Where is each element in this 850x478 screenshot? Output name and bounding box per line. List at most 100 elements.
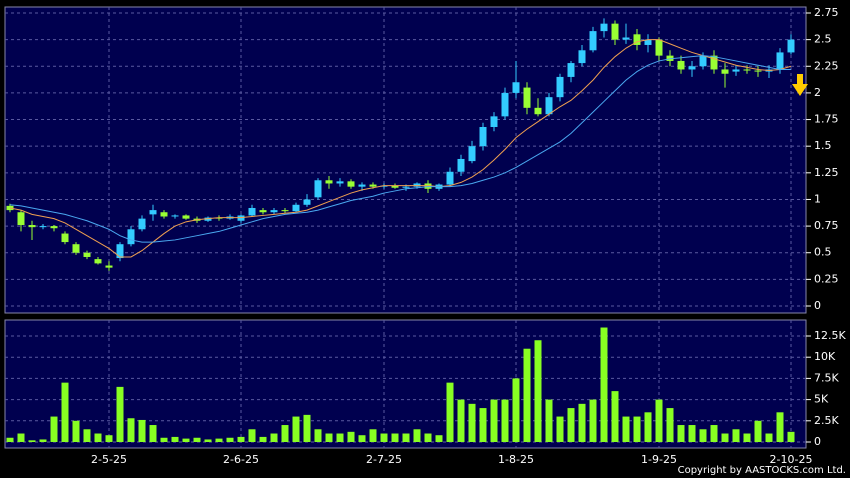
- candle-body: [578, 50, 586, 64]
- candle-body: [182, 215, 190, 219]
- volume-bar: [160, 437, 168, 442]
- volume-bar: [94, 433, 102, 442]
- volume-bar: [633, 416, 641, 442]
- x-tick-label: 2-10-25: [770, 453, 813, 466]
- candle-body: [787, 39, 795, 53]
- volume-bar: [688, 425, 696, 442]
- volume-bar: [644, 412, 652, 442]
- candle-body: [523, 87, 531, 108]
- volume-bar: [6, 437, 14, 442]
- candle-body: [710, 55, 718, 70]
- candle-body: [567, 63, 575, 77]
- candle-body: [424, 183, 432, 189]
- candle-body: [490, 116, 498, 128]
- candle-body: [336, 181, 344, 184]
- candle-body: [138, 218, 146, 230]
- candle-body: [248, 207, 256, 216]
- volume-bar: [754, 420, 762, 442]
- x-tick-label: 2-5-25: [91, 453, 127, 466]
- candle-body: [446, 171, 454, 185]
- candle-body: [39, 226, 47, 228]
- volume-bar: [545, 399, 553, 442]
- volume-bar: [182, 438, 190, 442]
- candle-body: [325, 180, 333, 184]
- candle-body: [347, 181, 355, 187]
- volume-bar: [479, 408, 487, 442]
- candle-body: [292, 204, 300, 212]
- volume-bar: [435, 435, 443, 442]
- volume-bar: [567, 408, 575, 442]
- volume-bar: [127, 418, 135, 442]
- y-tick-label: 0: [814, 299, 821, 312]
- candle-body: [754, 70, 762, 72]
- y-tick-label: 0.25: [814, 272, 839, 285]
- volume-bar: [314, 429, 322, 442]
- volume-bar: [787, 431, 795, 442]
- volume-bar: [72, 420, 80, 442]
- moving-average: [9, 39, 792, 258]
- volume-bar: [391, 433, 399, 442]
- volume-bar: [336, 433, 344, 442]
- candle-body: [160, 212, 168, 217]
- volume-bar: [83, 429, 91, 442]
- candle-body: [215, 217, 223, 219]
- candle-body: [28, 225, 36, 228]
- y-tick-label: 1: [814, 192, 821, 205]
- candle-body: [512, 82, 520, 93]
- volume-bar: [622, 416, 630, 442]
- candle-body: [83, 252, 91, 257]
- candle-body: [721, 69, 729, 74]
- volume-bar: [512, 378, 520, 442]
- candle-body: [204, 217, 212, 221]
- volume-bar: [105, 435, 113, 442]
- candle-body: [468, 146, 476, 162]
- volume-panel: [4, 319, 807, 449]
- volume-bar: [303, 414, 311, 442]
- volume-bar: [490, 399, 498, 442]
- y-tick-label: 5K: [814, 393, 829, 406]
- volume-bar: [710, 425, 718, 442]
- candle-body: [314, 180, 322, 198]
- candle-body: [237, 215, 245, 221]
- candle-body: [600, 23, 608, 32]
- candle-body: [270, 210, 278, 213]
- candle-body: [589, 31, 597, 51]
- candle-body: [259, 210, 267, 213]
- volume-bar: [501, 399, 509, 442]
- candle-body: [116, 244, 124, 259]
- candle-body: [732, 69, 740, 72]
- candle-body: [72, 244, 80, 253]
- volume-bar: [666, 408, 674, 442]
- volume-bar: [325, 433, 333, 442]
- volume-bar: [611, 391, 619, 442]
- candle-body: [391, 185, 399, 188]
- y-tick-label: 0.75: [814, 219, 839, 232]
- candle-body: [677, 60, 685, 70]
- volume-bar: [721, 433, 729, 442]
- candle-body: [776, 52, 784, 70]
- volume-bar: [237, 436, 245, 442]
- volume-bar: [28, 440, 36, 442]
- volume-bar: [193, 437, 201, 442]
- volume-bar: [369, 429, 377, 442]
- candle-body: [61, 233, 69, 243]
- candle-body: [402, 186, 410, 188]
- volume-bar: [424, 433, 432, 442]
- y-tick-label: 2.75: [814, 6, 839, 19]
- volume-bar: [655, 399, 663, 442]
- candle-body: [94, 259, 102, 264]
- candle-body: [127, 229, 135, 245]
- x-tick-label: 1-8-25: [498, 453, 534, 466]
- candle-body: [369, 184, 377, 187]
- volume-bar: [523, 348, 531, 442]
- volume-bar: [358, 435, 366, 442]
- candle-body: [479, 127, 487, 147]
- volume-bar: [149, 425, 157, 442]
- volume-bar: [677, 425, 685, 442]
- copyright: Copyright by AASTOCKS.com Ltd.: [678, 465, 846, 476]
- y-tick-label: 1.25: [814, 166, 839, 179]
- volume-bar: [347, 431, 355, 442]
- signal-arrow: [792, 74, 808, 96]
- volume-bar: [138, 419, 146, 442]
